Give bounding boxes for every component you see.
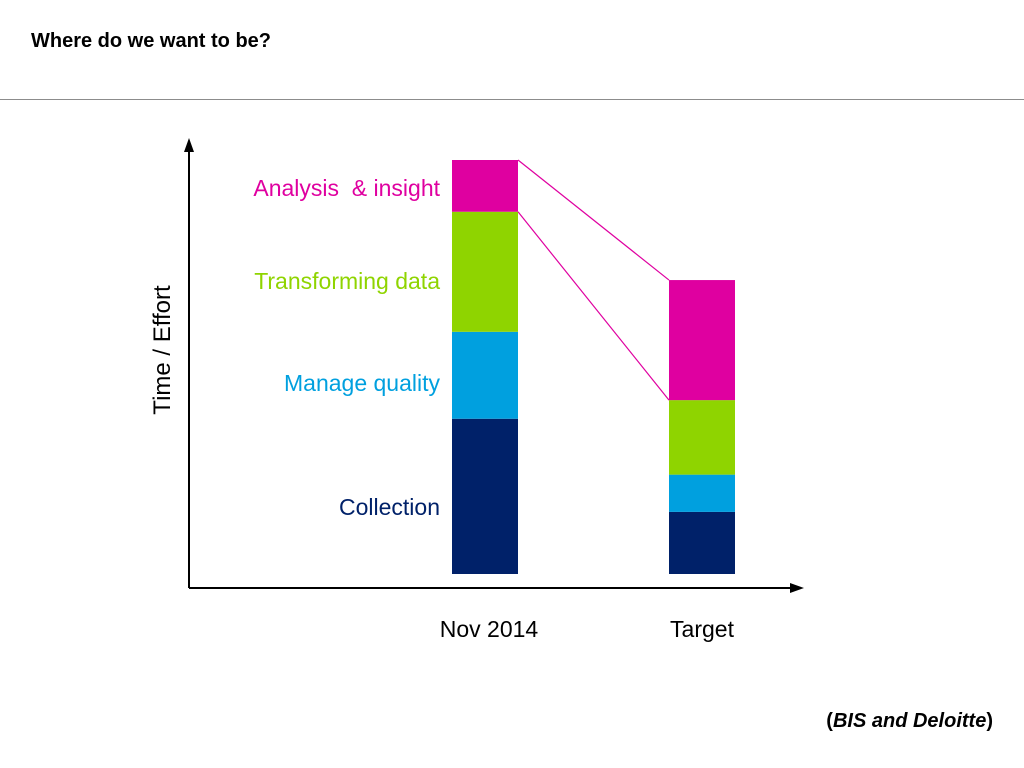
x-tick-labels: Nov 2014 Target bbox=[440, 616, 735, 642]
source-citation: (BIS and Deloitte) bbox=[826, 710, 993, 733]
source-close-paren: ) bbox=[986, 710, 993, 732]
y-axis-arrowhead bbox=[184, 138, 194, 152]
series-labels: Collection Manage quality Transforming dat… bbox=[253, 175, 440, 520]
source-text: BIS and Deloitte bbox=[832, 710, 987, 732]
slide-title: Where do we want to be? bbox=[31, 30, 272, 52]
title-divider bbox=[0, 99, 1024, 100]
bar-segment-transforming-data-nov-2014 bbox=[452, 211, 518, 332]
series-label-transforming-data: Transforming data bbox=[254, 268, 440, 294]
bar-segment-transforming-data-target bbox=[669, 400, 735, 475]
connector-line-transforming-top bbox=[517, 211, 670, 401]
bar-segment-manage-quality-nov-2014 bbox=[452, 331, 518, 419]
bar-segment-collection-target bbox=[669, 511, 735, 574]
bar-segment-collection-nov-2014 bbox=[452, 418, 518, 574]
bar-segment-manage-quality-target bbox=[669, 474, 735, 512]
y-axis-label: Time / Effort bbox=[149, 285, 176, 415]
source-open-paren: ( bbox=[826, 710, 833, 732]
x-axis-arrowhead bbox=[790, 583, 804, 593]
connector-line-analysis-top bbox=[517, 159, 670, 281]
series-label-collection: Collection bbox=[339, 494, 440, 520]
series-label-manage-quality: Manage quality bbox=[284, 370, 440, 396]
x-tick-label-target: Target bbox=[670, 616, 735, 642]
x-tick-label-nov-2014: Nov 2014 bbox=[440, 616, 539, 642]
bar-segment-analysis-insight-nov-2014 bbox=[452, 160, 518, 212]
bar-stacks bbox=[452, 160, 735, 574]
bar-segment-analysis-insight-target bbox=[669, 280, 735, 401]
connector-lines bbox=[517, 159, 670, 401]
series-label-analysis-insight: Analysis & insight bbox=[253, 175, 440, 201]
axes bbox=[184, 138, 804, 593]
